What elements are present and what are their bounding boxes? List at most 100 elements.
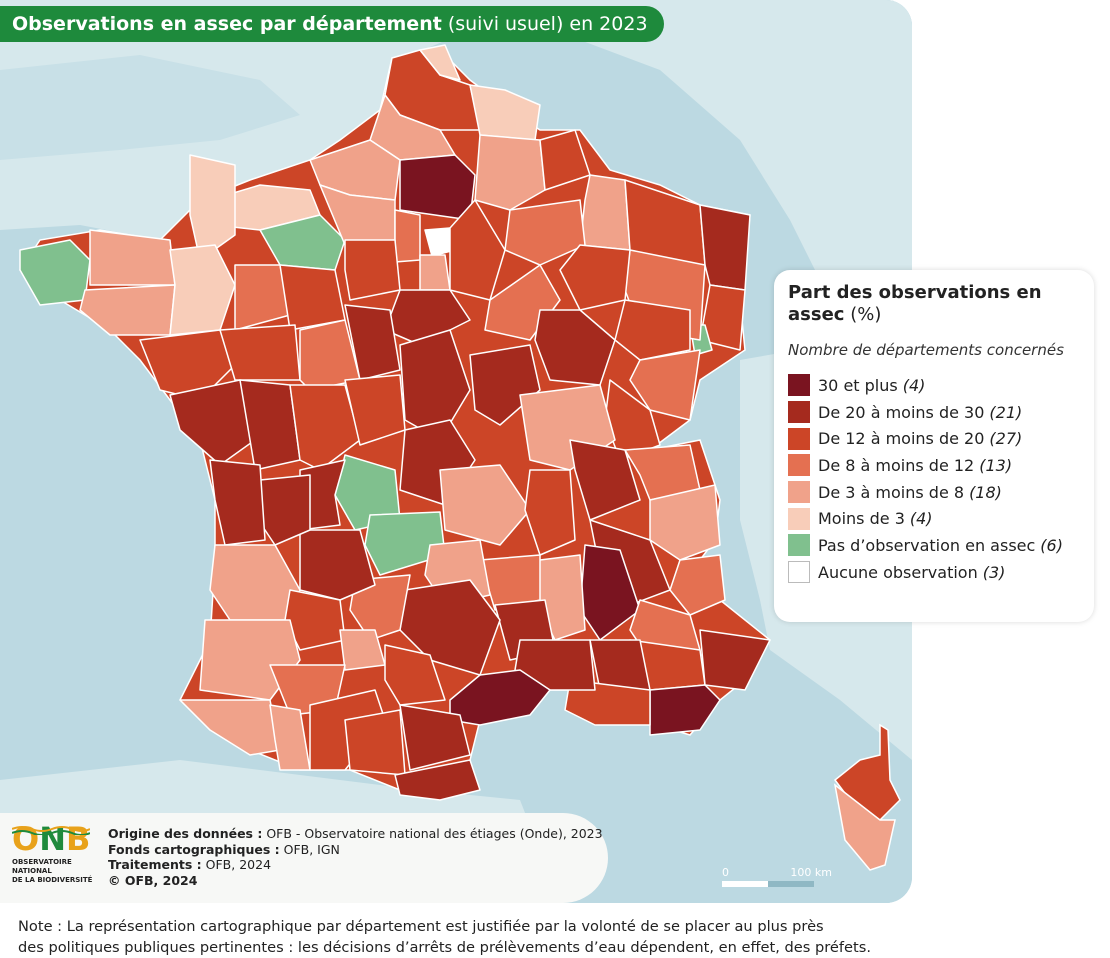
legend-item: De 3 à moins de 8 (18) bbox=[788, 479, 1080, 506]
onb-logo: O N B OBSERVATOIRE NATIONAL DE LA BIODIV… bbox=[12, 823, 98, 899]
dept-cher bbox=[399, 329, 471, 441]
scale-end: 100 km bbox=[790, 866, 832, 879]
legend-swatch bbox=[788, 427, 810, 450]
legend-title: Part des observations en assec (%) bbox=[788, 282, 1080, 326]
legend-count: (21) bbox=[989, 402, 1023, 422]
dept-haute-saone bbox=[614, 299, 691, 361]
legend-count: (4) bbox=[902, 375, 926, 395]
legend-count: (4) bbox=[909, 509, 933, 529]
scale-segment-white bbox=[722, 881, 768, 887]
corsica bbox=[833, 723, 901, 871]
dept-haute-savoie bbox=[649, 484, 721, 561]
dept-essonne bbox=[419, 254, 451, 291]
legend-list: 30 et plus (4) De 20 à moins de 30 (21) … bbox=[788, 372, 1080, 586]
dept-charente-maritime bbox=[209, 459, 266, 546]
legend-swatch bbox=[788, 534, 810, 557]
legend-item: 30 et plus (4) bbox=[788, 372, 1080, 399]
dept-aude bbox=[399, 704, 471, 771]
dept-pyrenees-atlantiques bbox=[179, 699, 281, 756]
legend-swatch bbox=[788, 561, 810, 584]
dept-vienne bbox=[289, 384, 361, 471]
source-fonds: Fonds cartographiques : OFB, IGN bbox=[108, 842, 603, 858]
source-traitements: Traitements : OFB, 2024 bbox=[108, 857, 603, 873]
onb-waves-icon bbox=[12, 826, 90, 835]
map-title: Observations en assec par département (s… bbox=[0, 6, 664, 42]
legend-count: (18) bbox=[969, 482, 1002, 502]
legend-item: Aucune observation (3) bbox=[788, 559, 1080, 586]
dept-lot bbox=[349, 574, 411, 641]
legend-item: De 8 à moins de 12 (13) bbox=[788, 452, 1080, 479]
dept-correze bbox=[364, 511, 446, 576]
dept-gard bbox=[514, 639, 596, 691]
dept-savoie bbox=[669, 554, 726, 616]
dept-pas-de-calais bbox=[419, 44, 461, 81]
dept-bas-rhin bbox=[699, 204, 751, 291]
dept-loire bbox=[524, 469, 576, 556]
dept-marne bbox=[474, 134, 546, 211]
legend-count: (27) bbox=[989, 429, 1023, 449]
legend-label: De 12 à moins de 20 bbox=[818, 429, 985, 449]
legend-label: 30 et plus bbox=[818, 375, 898, 395]
dept-eure-et-loir bbox=[344, 239, 401, 301]
onb-caption-line1: OBSERVATOIRE NATIONAL bbox=[12, 858, 72, 875]
dept-lot-et-garonne bbox=[284, 589, 346, 651]
dept-loire-atlantique bbox=[139, 329, 236, 401]
title-bold: Observations en assec par département bbox=[12, 13, 442, 35]
source-traitements-value: OFB, 2024 bbox=[205, 857, 272, 872]
onb-caption: OBSERVATOIRE NATIONAL DE LA BIODIVERSITÉ bbox=[12, 858, 98, 885]
dept-alpes-maritimes bbox=[699, 629, 771, 691]
dept-oise bbox=[399, 154, 476, 221]
source-fonds-value: OFB, IGN bbox=[283, 841, 340, 857]
source-copyright: © OFB, 2024 bbox=[108, 873, 603, 889]
dept-corse-du-sud bbox=[833, 783, 896, 871]
dept-hautes-pyrenees bbox=[269, 704, 311, 771]
source-traitements-label: Traitements : bbox=[108, 857, 202, 872]
note: Note : La représentation cartographique … bbox=[18, 916, 1098, 958]
dept-vaucluse bbox=[589, 639, 651, 691]
dept-orne bbox=[259, 214, 346, 271]
dept-manche bbox=[189, 154, 236, 261]
legend-swatch bbox=[788, 507, 810, 530]
dept-yvelines bbox=[394, 209, 421, 263]
scale-bar: 0 100 km bbox=[722, 866, 832, 887]
scale-graphic bbox=[722, 881, 814, 887]
dept-maine-et-loire bbox=[219, 324, 301, 381]
legend-label: Aucune observation bbox=[818, 562, 978, 582]
dept-aube bbox=[504, 199, 586, 266]
legend: Part des observations en assec (%) Nombr… bbox=[774, 270, 1094, 622]
source-copyright-text: © OFB, 2024 bbox=[108, 872, 198, 888]
legend-count: (6) bbox=[1040, 535, 1063, 555]
departments bbox=[19, 44, 771, 801]
dept-tarn bbox=[384, 644, 446, 706]
source-panel: O N B OBSERVATOIRE NATIONAL DE LA BIODIV… bbox=[0, 813, 608, 903]
scale-start: 0 bbox=[722, 866, 729, 879]
dept-vendee bbox=[169, 379, 256, 466]
source-donnees-label: Origine des données : bbox=[108, 826, 263, 841]
map-frame: Observations en assec par département (s… bbox=[0, 0, 912, 903]
dept-var bbox=[649, 684, 721, 736]
legend-title-unit: (%) bbox=[850, 304, 882, 325]
dept-puy-de-dome bbox=[439, 464, 531, 546]
source-text: Origine des données : OFB - Observatoire… bbox=[108, 826, 603, 888]
dept-dordogne bbox=[299, 529, 376, 601]
legend-item: De 12 à moins de 20 (27) bbox=[788, 425, 1080, 452]
title-normal: (suivi usuel) en 2023 bbox=[447, 13, 648, 35]
onb-caption-line2: DE LA BIODIVERSITÉ bbox=[12, 876, 93, 884]
dept-deux-sevres bbox=[239, 379, 301, 471]
legend-subtitle: Nombre de départements concernés bbox=[788, 341, 1064, 359]
legend-count: (13) bbox=[979, 455, 1013, 475]
legend-title-bold: Part des observations en assec bbox=[788, 282, 1042, 325]
note-line2: des politiques publiques pertinentes : l… bbox=[18, 939, 871, 956]
scale-segment-blue bbox=[768, 881, 814, 887]
legend-swatch bbox=[788, 401, 810, 424]
channel-band bbox=[0, 55, 300, 160]
dept-seine-et-marne bbox=[449, 199, 506, 301]
source-fonds-label: Fonds cartographiques : bbox=[108, 841, 280, 857]
legend-swatch bbox=[788, 454, 810, 477]
legend-label: Moins de 3 bbox=[818, 509, 905, 529]
note-line1: Note : La représentation cartographique … bbox=[18, 918, 824, 935]
dept-morbihan bbox=[79, 284, 176, 336]
legend-item: De 20 à moins de 30 (21) bbox=[788, 399, 1080, 426]
dept-pyrenees-orientales bbox=[394, 759, 481, 801]
dept-meuse bbox=[579, 174, 631, 251]
